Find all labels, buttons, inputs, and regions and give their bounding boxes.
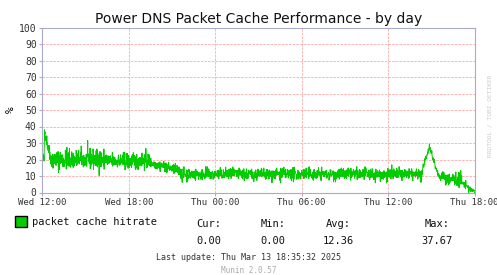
Text: 0.00: 0.00 [196,236,221,246]
Y-axis label: %: % [6,107,16,113]
Text: Last update: Thu Mar 13 18:35:32 2025: Last update: Thu Mar 13 18:35:32 2025 [156,253,341,262]
Text: Munin 2.0.57: Munin 2.0.57 [221,266,276,274]
Title: Power DNS Packet Cache Performance - by day: Power DNS Packet Cache Performance - by … [95,12,422,26]
Text: 37.67: 37.67 [422,236,453,246]
Text: Cur:: Cur: [196,219,221,229]
Text: 0.00: 0.00 [261,236,286,246]
Text: Min:: Min: [261,219,286,229]
Text: 12.36: 12.36 [323,236,353,246]
Text: packet cache hitrate: packet cache hitrate [32,217,158,227]
Text: RRDTOOL / TOBI OETIKER: RRDTOOL / TOBI OETIKER [487,74,492,157]
Text: Avg:: Avg: [326,219,350,229]
Text: Max:: Max: [425,219,450,229]
